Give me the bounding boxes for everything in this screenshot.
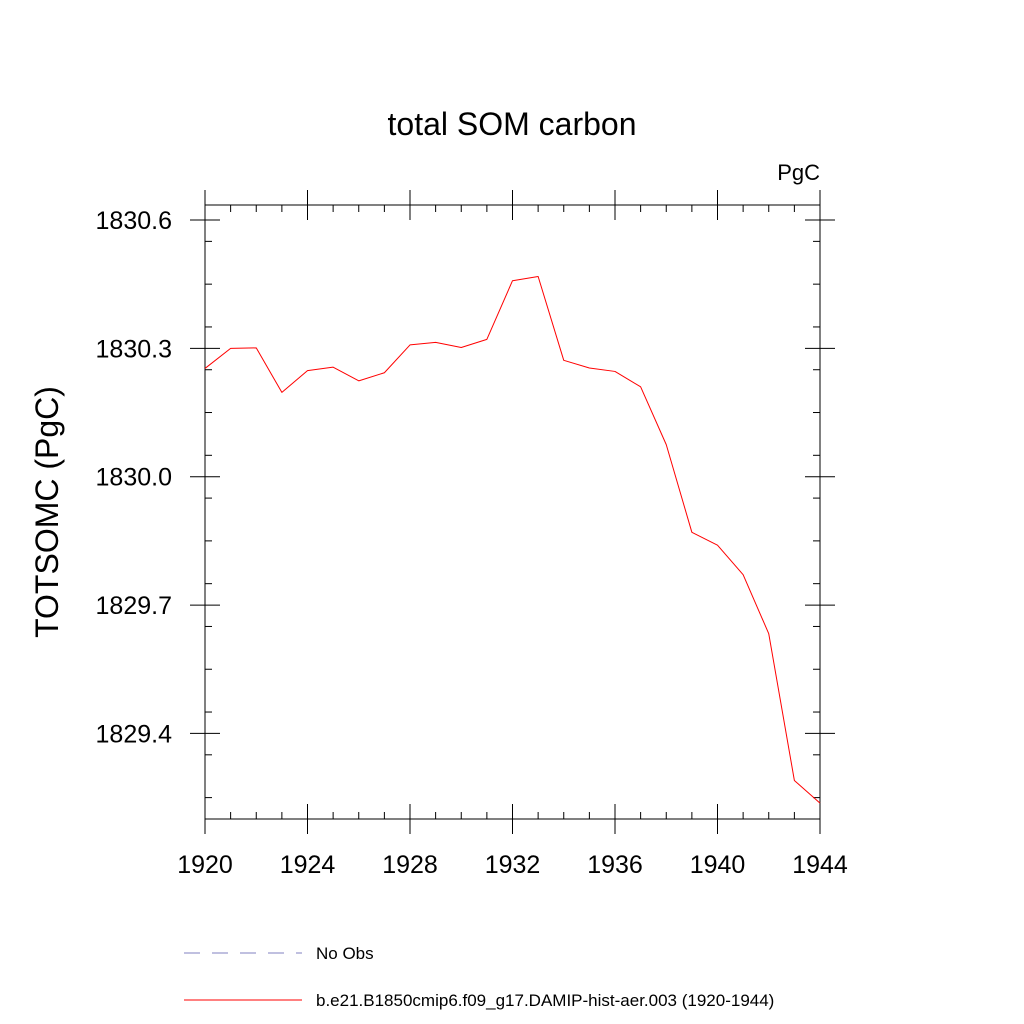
y-tick-label: 1830.6 [96,207,172,235]
series-line [204,275,821,804]
y-tick-label: 1830.0 [96,464,172,492]
x-tick-label: 1924 [280,851,336,879]
y-tick-label: 1830.3 [96,335,172,363]
legend-label-no-obs: No Obs [316,944,374,963]
x-tick-label: 1944 [792,851,848,879]
legend: No Obs b.e21.B1850cmip6.f09_g17.DAMIP-hi… [184,944,774,1010]
series-lines [204,275,821,804]
minor-ticks [205,205,820,819]
major-ticks [190,190,835,834]
y-axis-label: TOTSOMC (PgC) [29,386,65,638]
plot-border [204,204,821,820]
x-tick-label: 1932 [485,851,541,879]
x-tick-label: 1920 [177,851,233,879]
x-tick-labels: 1920 1924 1928 1932 1936 1940 1944 [177,851,848,879]
legend-label-model: b.e21.B1850cmip6.f09_g17.DAMIP-hist-aer.… [316,991,774,1010]
x-tick-label: 1936 [587,851,643,879]
chart-title: total SOM carbon [388,106,637,142]
units-label: PgC [777,160,820,185]
plot-frame [204,204,821,820]
y-tick-label: 1829.4 [96,720,173,748]
y-tick-labels: 1829.4 1829.7 1830.0 1830.3 1830.6 [96,207,173,748]
y-tick-label: 1829.7 [96,592,172,620]
x-tick-label: 1940 [690,851,746,879]
x-tick-label: 1928 [382,851,438,879]
